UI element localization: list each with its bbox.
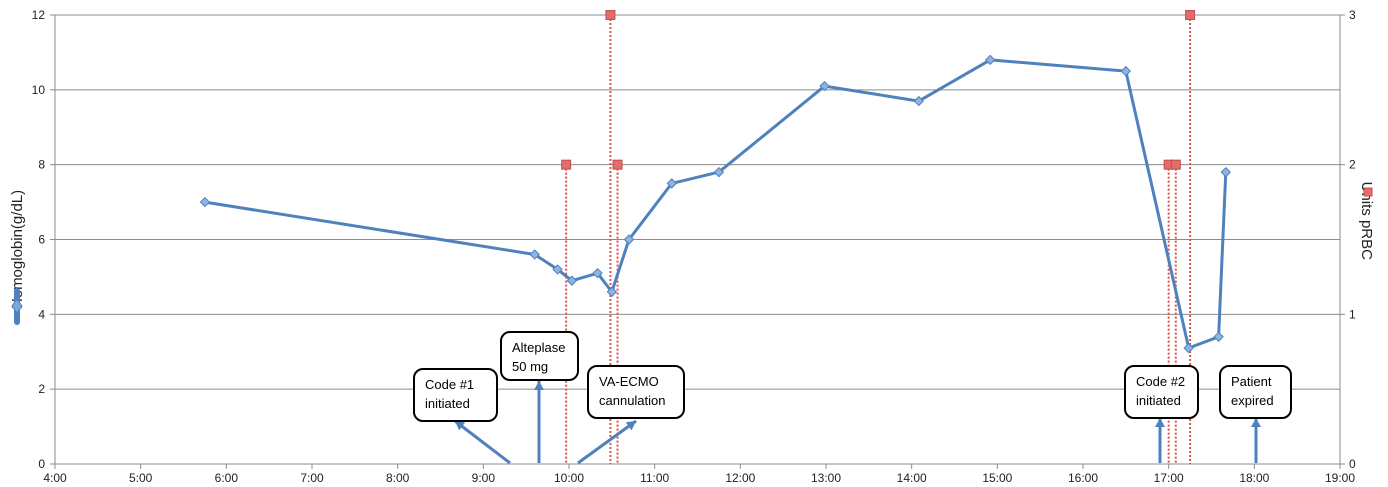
x-tick-label: 14:00 xyxy=(897,471,927,485)
hemoglobin-point xyxy=(913,95,925,107)
x-tick-label: 10:00 xyxy=(554,471,584,485)
annotation-box: Alteplase 50 mg xyxy=(500,331,579,381)
hemoglobin-point xyxy=(199,196,211,208)
hemoglobin-point xyxy=(819,80,830,92)
y-tick-label: 10 xyxy=(32,83,46,97)
hemoglobin-point xyxy=(606,286,618,298)
x-tick-label: 16:00 xyxy=(1068,471,1098,485)
hemoglobin-point xyxy=(566,275,578,286)
x-tick-label: 13:00 xyxy=(811,471,841,485)
annotation-box: Code #1 initiated xyxy=(413,368,498,422)
y-axis-legend-marker xyxy=(11,298,23,314)
x-tick-label: 9:00 xyxy=(472,471,496,485)
hemoglobin-point xyxy=(984,54,996,66)
annotation-arrow-shaft xyxy=(454,419,511,465)
y2-tick-label: 2 xyxy=(1349,158,1356,172)
prbc-point xyxy=(561,159,572,170)
hemoglobin-series xyxy=(199,54,1231,354)
annotation-arrows xyxy=(454,381,1261,465)
x-tick-label: 15:00 xyxy=(982,471,1012,485)
annotation-box: VA-ECMO cannulation xyxy=(587,365,685,419)
y2-axis-title: Units pRBC xyxy=(1358,182,1375,261)
x-tick-label: 17:00 xyxy=(1154,471,1184,485)
hemoglobin-point xyxy=(623,234,635,245)
prbc-point xyxy=(612,159,623,170)
hemoglobin-point xyxy=(1213,331,1224,342)
annotation-arrow-head xyxy=(534,381,544,390)
y2-tick-label: 1 xyxy=(1349,307,1356,321)
x-tick-label: 5:00 xyxy=(129,471,153,485)
tick-labels: 4:00 5:00 6:00 7:00 8:00 9:00 10:00 11:00 12:00 1… xyxy=(32,8,1356,485)
hemoglobin-point xyxy=(1220,166,1231,178)
annotation-arrow-head xyxy=(1155,418,1165,427)
x-tick-label: 12:00 xyxy=(725,471,755,485)
x-tick-label: 6:00 xyxy=(215,471,239,485)
annotation-box: Code #2 initiated xyxy=(1124,365,1199,419)
axes xyxy=(50,14,1345,469)
annotation-arrow-head xyxy=(625,421,636,431)
gridlines xyxy=(55,14,1340,390)
hemoglobin-point xyxy=(552,264,563,275)
y-tick-label: 12 xyxy=(32,8,46,22)
hemoglobin-point xyxy=(529,249,540,260)
hemoglobin-point xyxy=(1120,65,1132,77)
prbc-point xyxy=(605,10,616,20)
annotation-arrow-shaft xyxy=(577,419,637,465)
y2-tick-label: 3 xyxy=(1349,8,1356,22)
hemoglobin-point xyxy=(1183,342,1194,354)
y-tick-label: 2 xyxy=(38,382,45,396)
y-axis-title: Hemoglobin(g/dL) xyxy=(9,190,26,309)
y-tick-label: 4 xyxy=(38,307,45,321)
x-tick-label: 11:00 xyxy=(640,471,669,485)
x-tick-label: 8:00 xyxy=(386,471,410,485)
hemoglobin-point xyxy=(713,166,725,178)
y-tick-label: 6 xyxy=(38,233,45,247)
hemoglobin-line xyxy=(204,58,1228,350)
x-tick-label: 4:00 xyxy=(43,471,67,485)
y2-tick-label: 0 xyxy=(1349,457,1356,471)
y-tick-label: 0 xyxy=(38,457,45,471)
annotation-arrow-head xyxy=(455,421,466,431)
x-tick-label: 7:00 xyxy=(300,471,324,485)
y-tick-label: 8 xyxy=(38,158,45,172)
hemoglobin-point xyxy=(666,178,678,189)
y2-axis-legend-marker xyxy=(1363,187,1373,197)
x-tick-label: 19:00 xyxy=(1325,471,1355,485)
hemoglobin-point xyxy=(592,267,603,279)
x-tick-label: 18:00 xyxy=(1239,471,1269,485)
prbc-point xyxy=(1170,159,1181,170)
prbc-point xyxy=(1185,10,1196,20)
axis-titles: Hemoglobin(g/dL) Units pRBC xyxy=(9,182,1375,325)
annotation-box: Patient expired xyxy=(1219,365,1292,419)
annotation-arrow-head xyxy=(1251,418,1261,427)
